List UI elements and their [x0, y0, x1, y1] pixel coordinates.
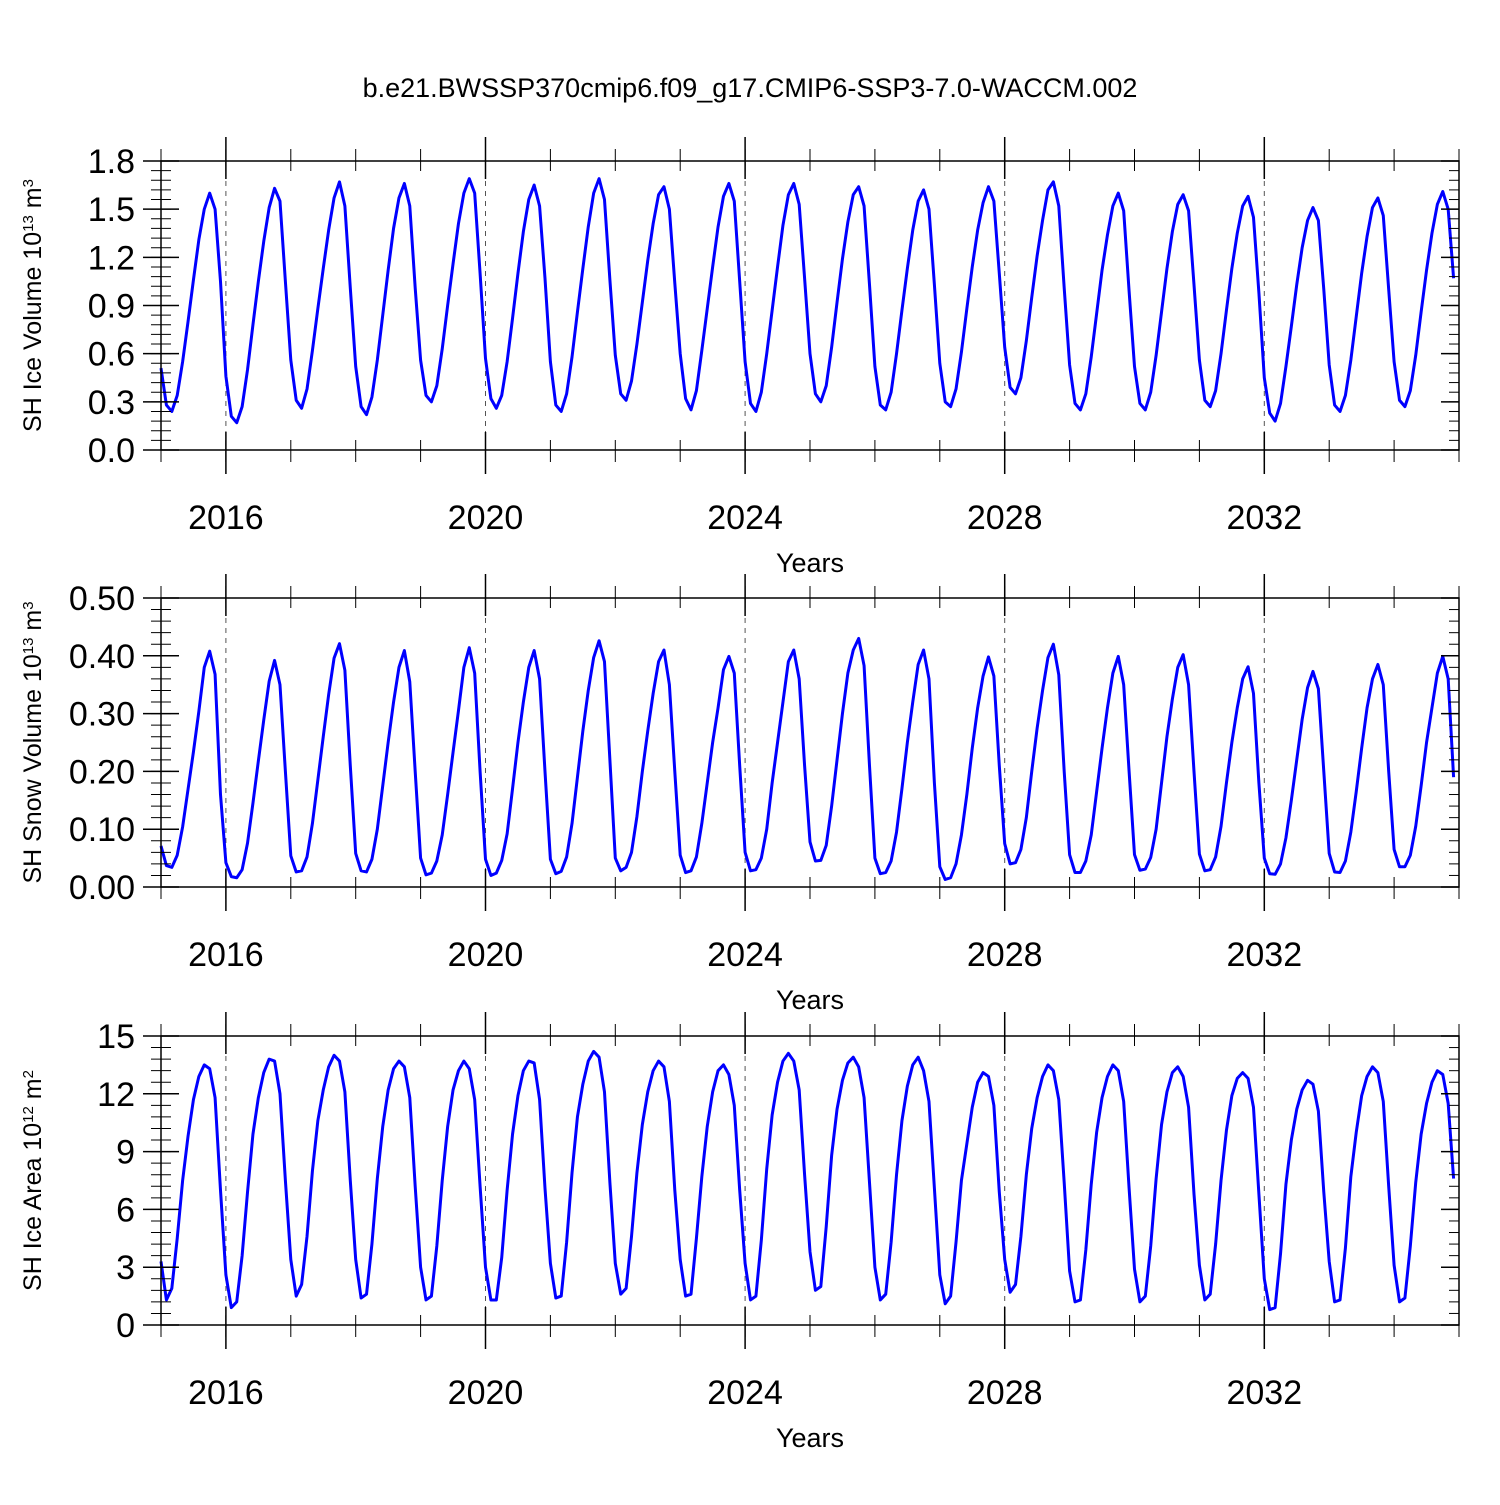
snow-volume-y-axis-label: SH Snow Volume 1013 m3 [19, 601, 47, 883]
snow-volume-ytick-label: 0.50 [69, 580, 135, 618]
ice-volume-series-line [159, 177, 1456, 425]
ice-volume-y-label-exp: 13 [20, 215, 37, 232]
ice-area-xtick-label-2032: 2032 [1226, 1374, 1302, 1412]
ice-volume-ytick-label: 1.5 [88, 191, 135, 229]
ice-volume-y-axis-label: SH Ice Volume 1013 m3 [19, 179, 47, 432]
snow-volume-ytick-label: 0.00 [69, 869, 135, 907]
ice-area-ytick-label: 15 [97, 1018, 135, 1056]
snow-volume-xtick-label-2028: 2028 [967, 936, 1043, 974]
ice-area-ytick-label: 0 [116, 1307, 135, 1345]
snow-volume-y-label-exp: 13 [20, 638, 37, 655]
chart-title: b.e21.BWSSP370cmip6.f09_g17.CMIP6-SSP3-7… [363, 73, 1138, 103]
ice-area-ytick-label: 12 [97, 1076, 135, 1114]
ice-volume-ytick-label: 0.6 [88, 336, 135, 374]
ice-area-xtick-label-2028: 2028 [967, 1374, 1043, 1412]
ice-volume-xtick-label-2028: 2028 [967, 499, 1043, 537]
ice-area-y-label-unit: m [19, 1078, 47, 1106]
snow-volume-xtick-label-2016: 2016 [188, 936, 264, 974]
panel-ice-area: 0 3 6 9 12 15 2016 2020 2024 2028 2032 Years SH Ice … [19, 1012, 1460, 1453]
ice-area-y-label-unit-exp: 2 [20, 1070, 37, 1078]
ice-volume-xtick-label-2016: 2016 [188, 499, 264, 537]
ice-area-x-axis-label: Years [776, 1423, 844, 1453]
panel-snow-volume: 0.00 0.10 0.20 0.30 0.40 0.50 2016 2020 2024 2028… [19, 574, 1460, 1015]
ice-area-ytick-label: 9 [116, 1134, 135, 1172]
ice-area-xtick-label-2016: 2016 [188, 1374, 264, 1412]
snow-volume-ytick-label: 0.10 [69, 811, 135, 849]
ice-volume-ytick-label: 0.0 [88, 432, 135, 470]
snow-volume-xtick-label-2032: 2032 [1226, 936, 1302, 974]
ice-area-y-axis-label: SH Ice Area 1012 m2 [19, 1070, 47, 1291]
ice-area-ytick-label: 3 [116, 1249, 135, 1287]
ice-area-xtick-label-2020: 2020 [448, 1374, 524, 1412]
snow-volume-ytick-label: 0.20 [69, 753, 135, 791]
snow-volume-xtick-label-2024: 2024 [707, 936, 783, 974]
snow-volume-y-label-unit: m [19, 610, 47, 638]
snow-volume-series-line [159, 636, 1456, 881]
panel-ice-volume: 0.0 0.3 0.6 0.9 1.2 1.5 1.8 2016 2020 2024 2028 203… [19, 137, 1460, 578]
ice-volume-ytick-label: 1.2 [88, 239, 135, 277]
snow-volume-x-axis-label: Years [776, 985, 844, 1015]
snow-volume-y-label-unit-exp: 3 [20, 601, 37, 609]
ice-volume-y-label-unit: m [19, 187, 47, 215]
ice-area-xtick-label-2024: 2024 [707, 1374, 783, 1412]
snow-volume-xtick-label-2020: 2020 [448, 936, 524, 974]
ice-area-y-label-exp: 12 [20, 1106, 37, 1123]
snow-volume-ytick-label: 0.30 [69, 696, 135, 734]
ice-volume-ytick-label: 0.3 [88, 384, 135, 422]
snow-volume-ytick-label: 0.40 [69, 638, 135, 676]
ice-volume-xtick-label-2020: 2020 [448, 499, 524, 537]
snow-volume-y-label-main: SH Snow Volume 10 [19, 654, 47, 883]
ice-area-series-line [159, 1049, 1456, 1312]
ice-area-ytick-label: 6 [116, 1191, 135, 1229]
ice-volume-y-label-main: SH Ice Volume 10 [19, 232, 47, 432]
ice-volume-xtick-label-2032: 2032 [1226, 499, 1302, 537]
ice-volume-x-axis-label: Years [776, 548, 844, 578]
ice-volume-y-label-unit-exp: 3 [20, 179, 37, 187]
ice-volume-ytick-label: 1.8 [88, 143, 135, 181]
ice-area-y-label-main: SH Ice Area 10 [19, 1123, 47, 1291]
ice-volume-ytick-label: 0.9 [88, 288, 135, 326]
ice-volume-xtick-label-2024: 2024 [707, 499, 783, 537]
